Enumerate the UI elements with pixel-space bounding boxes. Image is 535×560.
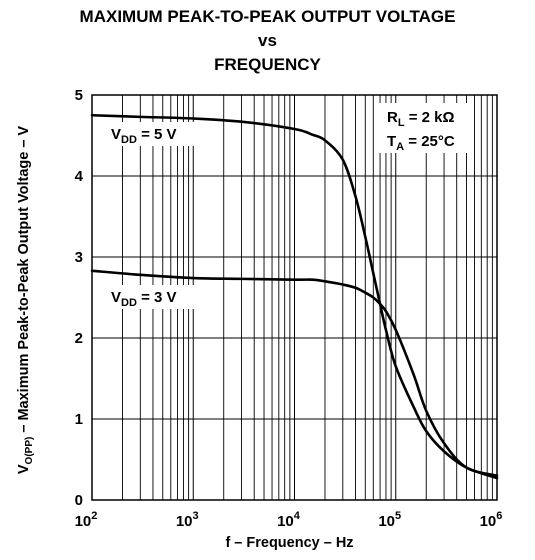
plot-frame [91, 94, 498, 501]
chart-title-line-3: FREQUENCY [214, 55, 321, 74]
series-label-background [109, 122, 197, 146]
x-tick-label: 102 [75, 510, 98, 530]
annotation-load-resistance: RL = 2 kΩ [387, 109, 455, 129]
y-tick-label: 0 [75, 492, 83, 509]
chart-title-line-2: vs [258, 31, 277, 50]
x-tick-label: 103 [176, 510, 199, 530]
annotation-background [378, 103, 474, 153]
y-tick-label: 5 [75, 87, 83, 104]
annotation-ambient-temperature: TA = 25°C [387, 133, 455, 153]
y-tick-label: 4 [75, 168, 84, 185]
chart-title-line-1: MAXIMUM PEAK-TO-PEAK OUTPUT VOLTAGE [79, 7, 456, 26]
x-tick-label: 105 [378, 510, 401, 530]
y-axis-label: VO(PP) – Maximum Peak-to-Peak Output Vol… [16, 125, 35, 475]
y-tick-label: 3 [75, 249, 83, 266]
x-tick-label: 106 [480, 510, 503, 530]
y-tick-label: 1 [75, 411, 83, 428]
series-label-background [109, 285, 197, 309]
series-label-vdd-3v: VDD = 3 V [111, 289, 177, 309]
y-tick-label: 2 [75, 330, 83, 347]
series-line-vdd-3v [90, 269, 499, 477]
series-line-vdd-5v [90, 113, 499, 480]
series-label-vdd-5v: VDD = 5 V [111, 126, 177, 146]
x-axis-label: f – Frequency – Hz [225, 535, 353, 551]
x-tick-label: 104 [277, 510, 301, 530]
